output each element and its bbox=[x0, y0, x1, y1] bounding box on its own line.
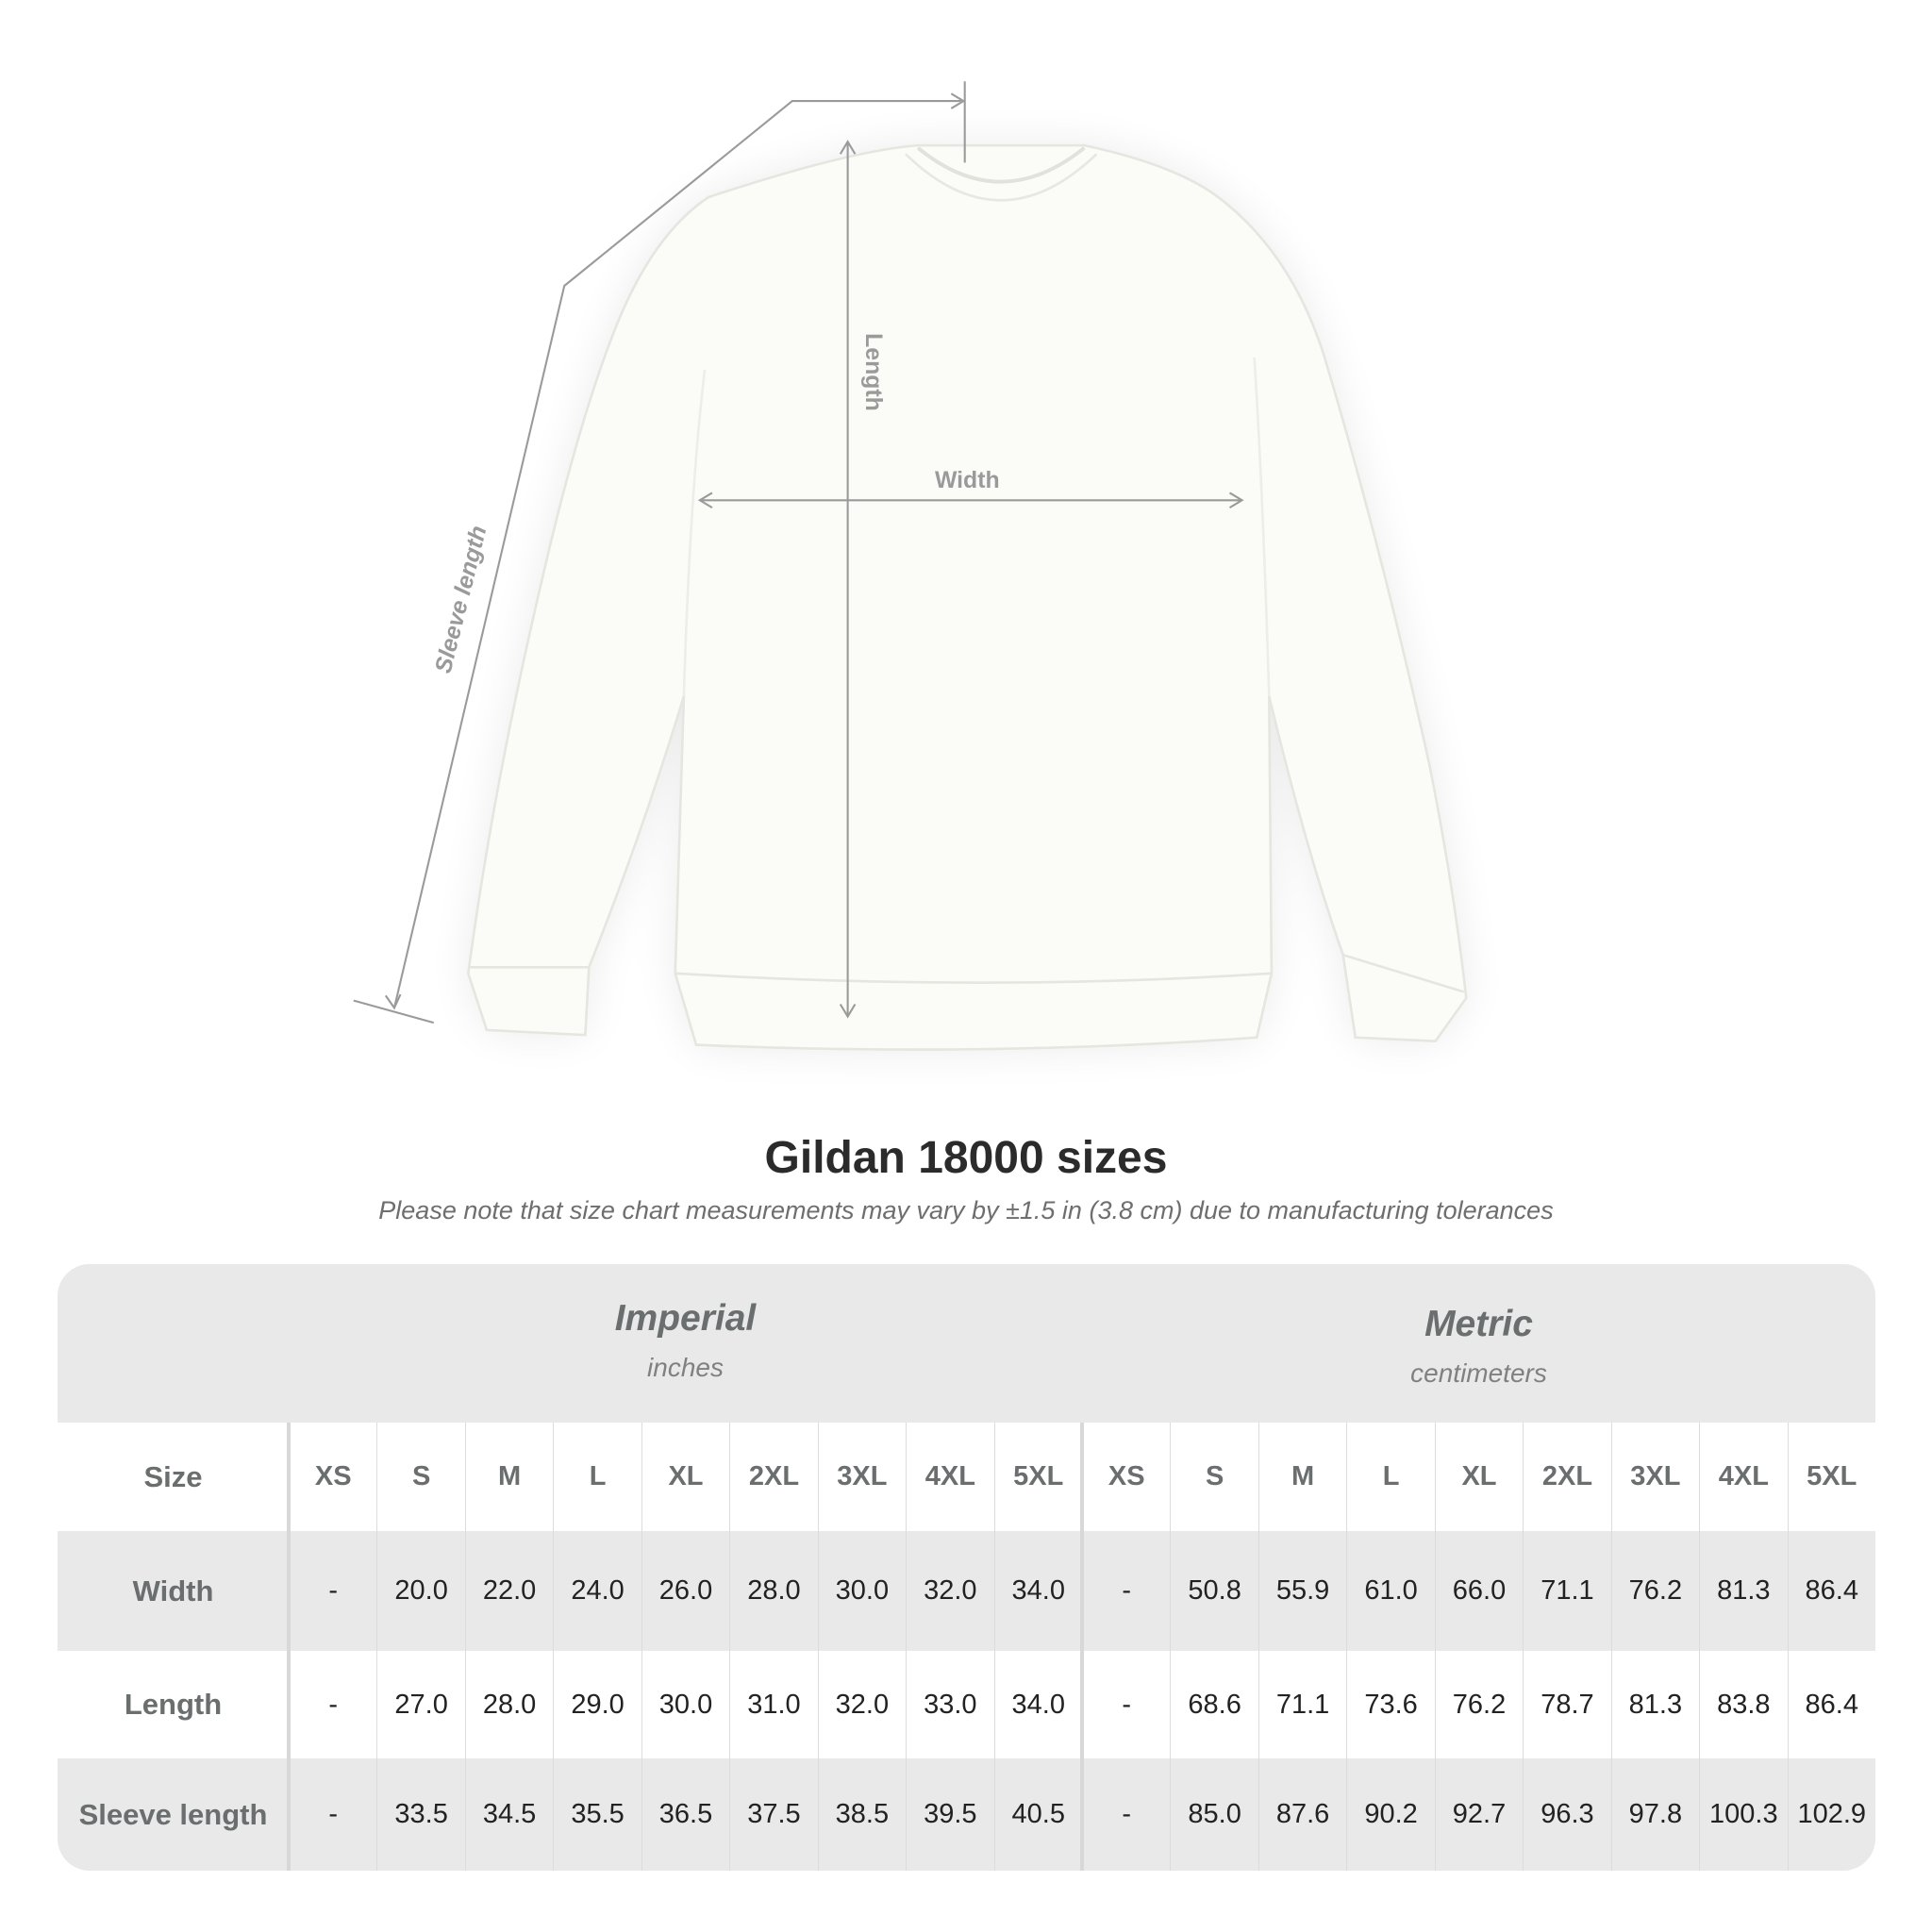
table-cell-imperial: 40.5 bbox=[993, 1758, 1082, 1871]
table-cell-metric: 96.3 bbox=[1523, 1758, 1610, 1871]
table-cell-metric: 61.0 bbox=[1346, 1531, 1434, 1651]
table-cell-imperial: 38.5 bbox=[817, 1758, 906, 1871]
table-cell-metric: 66.0 bbox=[1434, 1531, 1523, 1651]
table-cell-imperial: 27.0 bbox=[376, 1651, 464, 1758]
imperial-unit: inches bbox=[647, 1353, 724, 1382]
imperial-heading: Imperial bbox=[614, 1298, 757, 1339]
row-band bbox=[58, 1531, 1875, 1651]
table-cell-metric: - bbox=[1082, 1758, 1170, 1871]
size-header-label: Size bbox=[143, 1459, 203, 1493]
table-cell-metric: 86.4 bbox=[1787, 1531, 1875, 1651]
width-label: Width bbox=[935, 468, 1000, 493]
size-header-imperial: 3XL bbox=[817, 1423, 906, 1531]
table-cell-metric: 76.2 bbox=[1610, 1531, 1699, 1651]
metric-heading: Metric bbox=[1424, 1304, 1533, 1344]
size-header-metric: XL bbox=[1434, 1423, 1523, 1531]
row-label: Length bbox=[124, 1688, 223, 1721]
table-cell-imperial: 34.0 bbox=[993, 1651, 1082, 1758]
table-cell-metric: 78.7 bbox=[1523, 1651, 1610, 1758]
size-header-imperial: S bbox=[376, 1423, 464, 1531]
table-cell-imperial: 34.5 bbox=[464, 1758, 553, 1871]
table-cell-metric: 83.8 bbox=[1699, 1651, 1787, 1758]
table-cell-imperial: 33.0 bbox=[906, 1651, 993, 1758]
table-cell-metric: 71.1 bbox=[1523, 1531, 1610, 1651]
measurement-lines bbox=[353, 81, 1244, 1024]
table-cell-imperial: 34.0 bbox=[993, 1531, 1082, 1651]
table-cell-metric: 92.7 bbox=[1434, 1758, 1523, 1871]
table-cell-imperial: 24.0 bbox=[553, 1531, 641, 1651]
table-cell-metric: 50.8 bbox=[1170, 1531, 1257, 1651]
table-cell-metric: - bbox=[1082, 1531, 1170, 1651]
table-cell-imperial: 22.0 bbox=[464, 1531, 553, 1651]
table-cell-metric: 97.8 bbox=[1610, 1758, 1699, 1871]
table-cell-imperial: 30.0 bbox=[641, 1651, 729, 1758]
table-cell-metric: 86.4 bbox=[1787, 1651, 1875, 1758]
size-header-metric: 5XL bbox=[1787, 1423, 1875, 1531]
size-header-imperial: L bbox=[553, 1423, 641, 1531]
table-cell-imperial: 28.0 bbox=[729, 1531, 817, 1651]
tolerance-note: Please note that size chart measurements… bbox=[378, 1196, 1554, 1224]
metric-unit: centimeters bbox=[1410, 1358, 1547, 1388]
table-cell-imperial: 31.0 bbox=[729, 1651, 817, 1758]
size-header-imperial: 5XL bbox=[993, 1423, 1082, 1531]
table-cell-metric: 81.3 bbox=[1610, 1651, 1699, 1758]
table-cell-metric: 87.6 bbox=[1257, 1758, 1346, 1871]
size-header-metric: L bbox=[1346, 1423, 1434, 1531]
table-cell-imperial: 32.0 bbox=[906, 1531, 993, 1651]
table-cell-imperial: 35.5 bbox=[553, 1758, 641, 1871]
size-header-imperial: 4XL bbox=[906, 1423, 993, 1531]
table-cell-imperial: 30.0 bbox=[817, 1531, 906, 1651]
table-cell-metric: 73.6 bbox=[1346, 1651, 1434, 1758]
table-cell-imperial: 36.5 bbox=[641, 1758, 729, 1871]
table-cell-imperial: 20.0 bbox=[376, 1531, 464, 1651]
row-band bbox=[58, 1758, 1875, 1871]
sleeve-length-label: Sleeve length bbox=[431, 524, 492, 676]
imperial-header: Imperial inches bbox=[289, 1298, 1082, 1383]
table-cell-imperial: 28.0 bbox=[464, 1651, 553, 1758]
table-cell-imperial: - bbox=[289, 1531, 376, 1651]
table-cell-imperial: 33.5 bbox=[376, 1758, 464, 1871]
size-chart-table: Imperial inches Metric centimeters Size X… bbox=[58, 1264, 1875, 1871]
size-header-imperial: M bbox=[464, 1423, 553, 1531]
table-cell-metric: 55.9 bbox=[1257, 1531, 1346, 1651]
table-cell-imperial: - bbox=[289, 1758, 376, 1871]
table-cell-imperial: 37.5 bbox=[729, 1758, 817, 1871]
size-header-metric: XS bbox=[1082, 1423, 1170, 1531]
table-cell-metric: 102.9 bbox=[1787, 1758, 1875, 1871]
size-header-imperial: XL bbox=[641, 1423, 729, 1531]
table-cell-metric: 90.2 bbox=[1346, 1758, 1434, 1871]
size-header-imperial: 2XL bbox=[729, 1423, 817, 1531]
row-label: Width bbox=[132, 1574, 214, 1607]
table-cell-metric: 76.2 bbox=[1434, 1651, 1523, 1758]
metric-header: Metric centimeters bbox=[1082, 1304, 1875, 1389]
size-header-metric: M bbox=[1257, 1423, 1346, 1531]
table-cell-metric: 85.0 bbox=[1170, 1758, 1257, 1871]
table-cell-metric: 100.3 bbox=[1699, 1758, 1787, 1871]
table-cell-metric: 68.6 bbox=[1170, 1651, 1257, 1758]
table-cell-imperial: 32.0 bbox=[817, 1651, 906, 1758]
group-header-band bbox=[58, 1264, 1875, 1423]
sweatshirt-image bbox=[466, 143, 1468, 1051]
size-header-metric: 3XL bbox=[1610, 1423, 1699, 1531]
size-header-metric: 4XL bbox=[1699, 1423, 1787, 1531]
column-divider bbox=[1080, 1423, 1084, 1871]
size-header-imperial: XS bbox=[289, 1423, 376, 1531]
table-cell-imperial: 29.0 bbox=[553, 1651, 641, 1758]
length-label: Length bbox=[860, 333, 886, 411]
row-label: Sleeve length bbox=[78, 1797, 268, 1831]
table-cell-metric: - bbox=[1082, 1651, 1170, 1758]
table-cell-imperial: 26.0 bbox=[641, 1531, 729, 1651]
table-cell-metric: 71.1 bbox=[1257, 1651, 1346, 1758]
table-cell-imperial: 39.5 bbox=[906, 1758, 993, 1871]
page-title: Gildan 18000 sizes bbox=[764, 1133, 1168, 1183]
column-divider bbox=[287, 1423, 291, 1871]
size-header-metric: 2XL bbox=[1523, 1423, 1610, 1531]
table-cell-metric: 81.3 bbox=[1699, 1531, 1787, 1651]
table-cell-imperial: - bbox=[289, 1651, 376, 1758]
size-header-metric: S bbox=[1170, 1423, 1257, 1531]
sleeve-length-arrow bbox=[392, 100, 961, 1008]
